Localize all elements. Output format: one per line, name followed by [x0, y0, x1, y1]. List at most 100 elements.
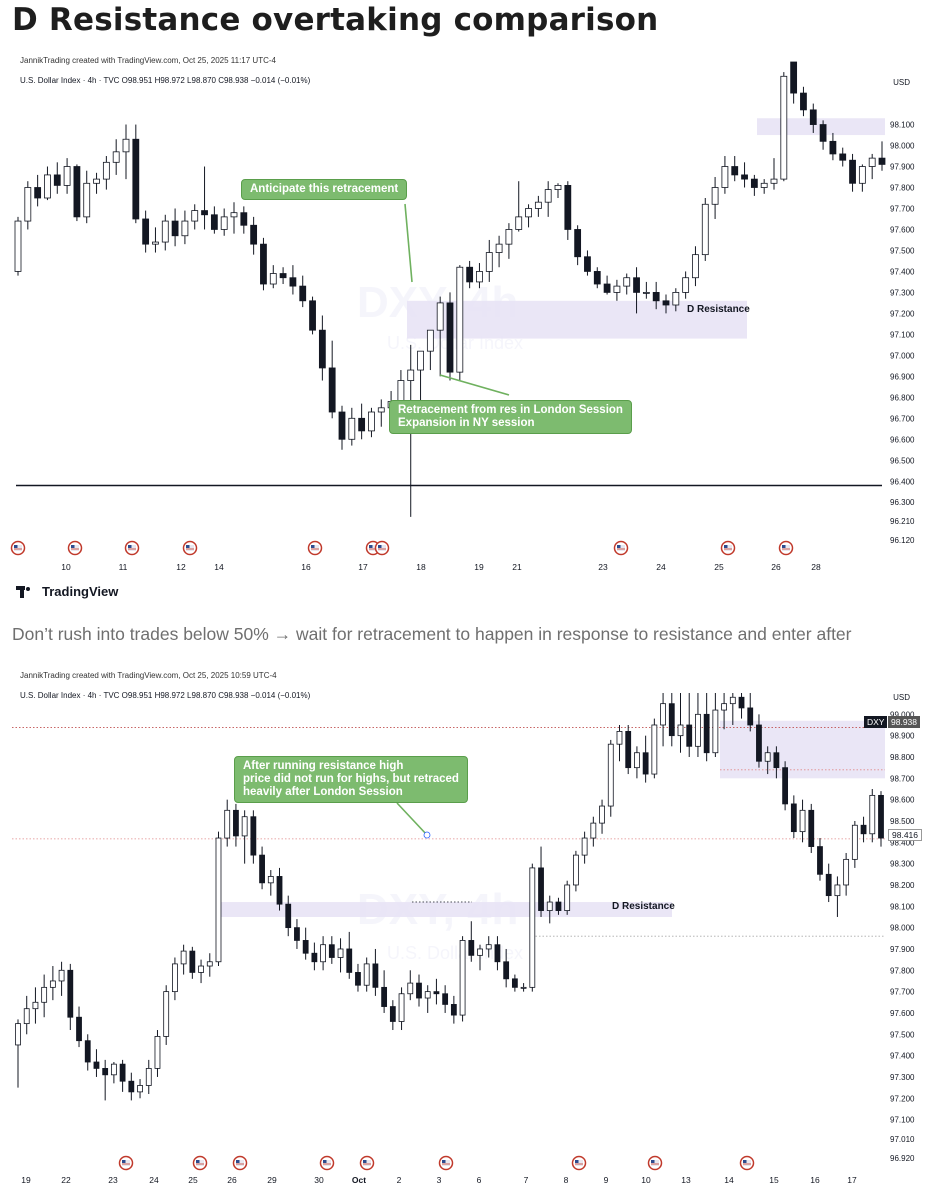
candle[interactable]	[112, 139, 120, 175]
candle[interactable]	[119, 1059, 126, 1092]
candle[interactable]	[756, 714, 762, 768]
candle[interactable]	[581, 831, 588, 864]
candle[interactable]	[132, 124, 140, 224]
candle[interactable]	[660, 693, 666, 747]
resistance-zone[interactable]	[720, 720, 885, 779]
candle[interactable]	[555, 897, 562, 915]
candle[interactable]	[572, 850, 579, 892]
candle[interactable]	[546, 895, 553, 924]
candle[interactable]	[764, 746, 771, 775]
candle[interactable]	[503, 948, 510, 988]
candle[interactable]	[328, 936, 335, 964]
us-flag-event-icon[interactable]	[232, 1155, 248, 1171]
candle[interactable]	[210, 206, 218, 234]
candle[interactable]	[161, 214, 169, 251]
candle[interactable]	[163, 985, 170, 1045]
candle[interactable]	[450, 995, 457, 1024]
candle[interactable]	[868, 153, 876, 180]
us-flag-event-icon[interactable]	[67, 540, 83, 556]
candle[interactable]	[93, 1049, 100, 1077]
candle[interactable]	[495, 235, 503, 268]
candle[interactable]	[416, 974, 422, 1007]
candle[interactable]	[337, 938, 344, 973]
candle[interactable]	[520, 983, 527, 992]
candle[interactable]	[544, 181, 552, 217]
chart-panel-bottom[interactable]: JannikTrading created with TradingView.c…	[12, 663, 932, 1191]
candle[interactable]	[23, 995, 30, 1035]
candle[interactable]	[564, 181, 572, 240]
candle[interactable]	[686, 693, 693, 757]
candle[interactable]	[171, 208, 179, 247]
candle[interactable]	[860, 816, 867, 843]
us-flag-event-icon[interactable]	[182, 540, 198, 556]
candle[interactable]	[442, 985, 449, 1013]
candle[interactable]	[851, 820, 858, 868]
candle[interactable]	[692, 246, 699, 287]
candle[interactable]	[603, 275, 611, 295]
candle[interactable]	[233, 803, 239, 847]
candle[interactable]	[145, 1059, 152, 1095]
candle[interactable]	[849, 153, 856, 192]
us-flag-event-icon[interactable]	[10, 540, 26, 556]
candle[interactable]	[642, 735, 649, 783]
candle[interactable]	[172, 957, 178, 1001]
candle[interactable]	[67, 963, 74, 1031]
candle[interactable]	[574, 225, 582, 266]
candle[interactable]	[703, 693, 710, 762]
candle[interactable]	[773, 746, 780, 779]
candle[interactable]	[511, 974, 518, 992]
candle[interactable]	[49, 966, 56, 1001]
candle[interactable]	[279, 267, 287, 285]
candle[interactable]	[230, 202, 238, 234]
candle[interactable]	[34, 174, 42, 207]
candle[interactable]	[456, 265, 464, 381]
candle[interactable]	[677, 693, 684, 753]
candle[interactable]	[668, 693, 675, 747]
chart-panel-top[interactable]: JannikTrading created with TradingView.c…	[10, 48, 932, 576]
candle[interactable]	[142, 210, 150, 253]
candle[interactable]	[525, 204, 532, 228]
us-flag-event-icon[interactable]	[307, 540, 323, 556]
us-flag-event-icon[interactable]	[720, 540, 736, 556]
us-flag-event-icon[interactable]	[192, 1155, 208, 1171]
candle[interactable]	[433, 978, 440, 1005]
candle[interactable]	[328, 340, 336, 419]
candle[interactable]	[311, 942, 318, 971]
candle[interactable]	[338, 405, 346, 450]
candle[interactable]	[843, 852, 850, 896]
candle[interactable]	[215, 831, 222, 967]
candle[interactable]	[829, 132, 837, 161]
candle[interactable]	[819, 120, 827, 150]
candle[interactable]	[84, 1034, 91, 1071]
candle[interactable]	[642, 281, 650, 299]
candle[interactable]	[407, 970, 414, 1001]
candle[interactable]	[15, 1019, 21, 1088]
candle[interactable]	[398, 987, 405, 1031]
us-flag-event-icon[interactable]	[374, 540, 390, 556]
candle[interactable]	[206, 953, 213, 977]
candle[interactable]	[389, 1000, 396, 1031]
annotation-anchor-handle[interactable]	[423, 831, 431, 839]
candle[interactable]	[534, 195, 542, 217]
candle[interactable]	[817, 838, 823, 881]
candle[interactable]	[189, 946, 196, 979]
candle[interactable]	[625, 724, 632, 775]
candle[interactable]	[799, 799, 806, 843]
candle[interactable]	[191, 204, 199, 230]
us-flag-event-icon[interactable]	[571, 1155, 587, 1171]
candle[interactable]	[590, 816, 597, 847]
candle[interactable]	[180, 944, 187, 975]
candle[interactable]	[276, 867, 283, 911]
candle[interactable]	[260, 237, 267, 291]
candle[interactable]	[269, 265, 277, 289]
candle[interactable]	[285, 895, 292, 937]
candle[interactable]	[672, 288, 680, 312]
candle[interactable]	[682, 271, 690, 299]
candle[interactable]	[201, 166, 208, 230]
candle[interactable]	[662, 294, 670, 314]
candle[interactable]	[381, 970, 388, 1013]
candle[interactable]	[869, 788, 876, 843]
candle[interactable]	[358, 403, 366, 440]
candle[interactable]	[651, 718, 658, 779]
candle[interactable]	[770, 158, 778, 190]
